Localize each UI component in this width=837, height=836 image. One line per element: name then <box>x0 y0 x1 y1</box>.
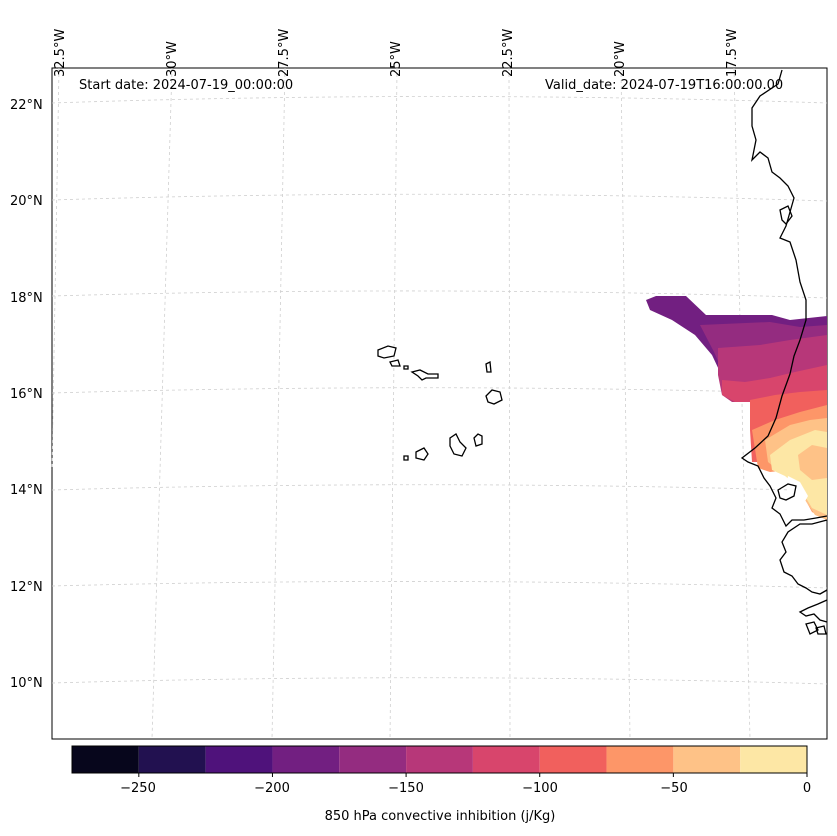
colorbar-tick-neg50: −50 <box>660 781 688 796</box>
island-sal <box>485 360 492 373</box>
lat-label-18n: 18°N <box>10 291 43 306</box>
longitude-gridlines <box>51 67 751 740</box>
colorbar-tick-neg100: −100 <box>522 781 558 796</box>
colorbar-title: 850 hPa convective inhibition (j/Kg) <box>324 809 556 824</box>
lat-label-10n: 10°N <box>10 676 43 691</box>
coast-mainland-inlet <box>777 483 797 501</box>
start-date-label: Start date: 2024-07-19_00:00:00 <box>79 78 294 93</box>
colorbar-tick-0: 0 <box>802 781 812 796</box>
colorbar-segment <box>205 746 273 773</box>
colorbar-tick-neg250: −250 <box>120 781 156 796</box>
island-santa-luzia <box>403 365 409 370</box>
lon-label-17-5w: 17.5°W <box>725 28 740 77</box>
lon-label-20w: 20°W <box>613 41 628 77</box>
map-frame <box>51 67 828 740</box>
lon-label-32-5w: 32.5°W <box>53 28 68 77</box>
lon-label-30w: 30°W <box>165 41 180 77</box>
island-brava <box>403 455 409 461</box>
cin-contour-fill <box>646 296 827 520</box>
colorbar-segment <box>138 746 206 773</box>
cape-verde-islands <box>377 345 503 461</box>
coast-mainland <box>740 69 828 528</box>
colorbar-segment <box>339 746 407 773</box>
lat-label-12n: 12°N <box>10 580 43 595</box>
colorbar-segment <box>72 746 139 773</box>
island-sao-vicente <box>389 359 401 367</box>
island-santiago <box>449 433 467 457</box>
colorbar-segment <box>740 746 807 773</box>
valid-date-label: Valid_date: 2024-07-19T16:00:00.00 <box>545 78 784 93</box>
island-santo-antao <box>377 345 397 359</box>
coastlines <box>740 69 828 635</box>
lat-label-14n: 14°N <box>10 483 43 498</box>
colorbar-segment <box>673 746 741 773</box>
island-fogo <box>415 447 429 461</box>
colorbar-segment <box>272 746 340 773</box>
coast-bijagos-islands <box>805 621 827 635</box>
island-maio <box>473 433 483 447</box>
masked-area <box>786 476 808 505</box>
contour-band-25b <box>798 445 827 480</box>
lon-label-22-5w: 22.5°W <box>501 28 516 77</box>
colorbar-segment <box>406 746 473 773</box>
lon-label-27-5w: 27.5°W <box>277 28 292 77</box>
island-boa-vista <box>485 389 503 405</box>
colorbar-segment <box>472 746 540 773</box>
coast-gambia-senegal-south <box>779 519 828 595</box>
colorbar-segment <box>539 746 607 773</box>
island-sao-nicolau <box>410 369 439 381</box>
latitude-gridlines <box>51 96 828 685</box>
coast-guinea-bissau <box>798 599 828 623</box>
coast-peninsula <box>779 205 793 225</box>
lon-label-25w: 25°W <box>389 41 404 77</box>
colorbar-tick-neg200: −200 <box>254 781 290 796</box>
lat-label-22n: 22°N <box>10 98 43 113</box>
lat-label-20n: 20°N <box>10 194 43 209</box>
colorbar-segment <box>606 746 674 773</box>
lat-label-16n: 16°N <box>10 387 43 402</box>
colorbar-frame <box>71 745 808 774</box>
colorbar-tick-neg150: −150 <box>388 781 424 796</box>
colorbar <box>71 745 808 777</box>
